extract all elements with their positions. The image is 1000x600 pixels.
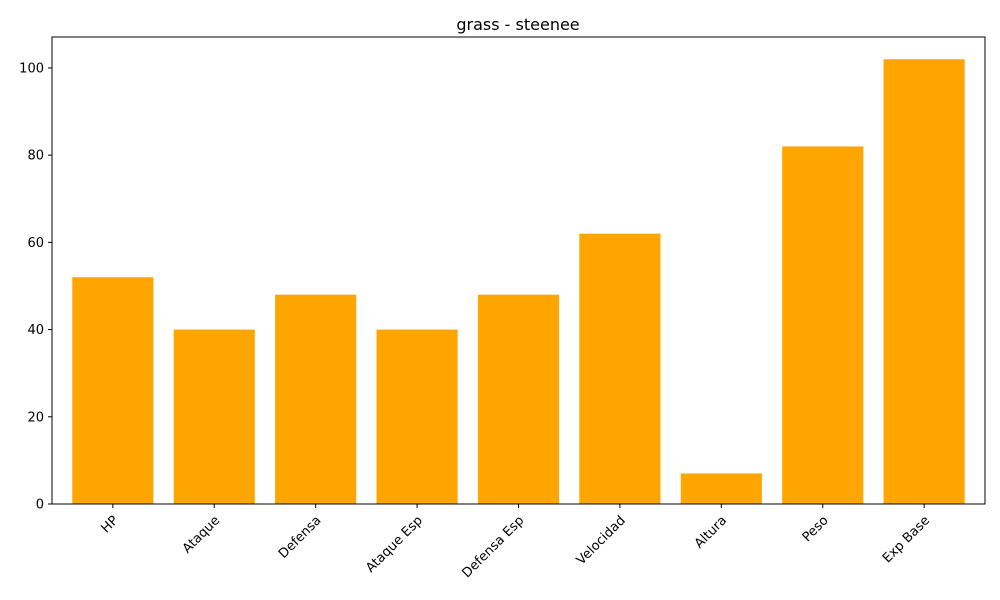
y-tick-label: 40 bbox=[27, 323, 44, 338]
x-tick-label: Defensa bbox=[276, 513, 324, 561]
x-tick-label: HP bbox=[99, 513, 122, 536]
bar-altura bbox=[680, 473, 762, 504]
x-tick-label: Exp Base bbox=[880, 513, 933, 566]
x-tick-label: Peso bbox=[800, 513, 832, 545]
plot-frame bbox=[51, 36, 986, 505]
x-tick-label: Velocidad bbox=[574, 513, 629, 568]
x-tick-label: Ataque Esp bbox=[363, 513, 426, 576]
y-tick-label: 0 bbox=[36, 498, 44, 513]
bar-peso bbox=[782, 146, 864, 505]
bar-ataque-esp bbox=[376, 329, 458, 504]
y-axis: 0 20 40 60 80 100 bbox=[19, 61, 52, 513]
y-tick-label: 20 bbox=[27, 410, 44, 425]
bar-exp-base bbox=[883, 59, 965, 504]
y-tick-label: 100 bbox=[19, 61, 44, 76]
y-tick-label: 80 bbox=[27, 149, 44, 164]
chart-title: grass - steenee bbox=[456, 15, 579, 34]
x-tick-label: Defensa Esp bbox=[459, 513, 527, 581]
bar-defensa-esp bbox=[477, 294, 560, 504]
bar-velocidad bbox=[579, 233, 661, 504]
y-tick-label: 60 bbox=[27, 236, 44, 251]
x-tick-label: Altura bbox=[692, 513, 730, 551]
bar-ataque bbox=[173, 329, 255, 504]
bar-defensa bbox=[275, 294, 357, 504]
x-axis: HP Ataque Defensa Ataque Esp Defensa Esp Velo… bbox=[99, 504, 933, 581]
bars-group bbox=[72, 59, 965, 505]
bar-hp bbox=[72, 277, 154, 504]
x-tick-label: Ataque bbox=[180, 513, 223, 556]
